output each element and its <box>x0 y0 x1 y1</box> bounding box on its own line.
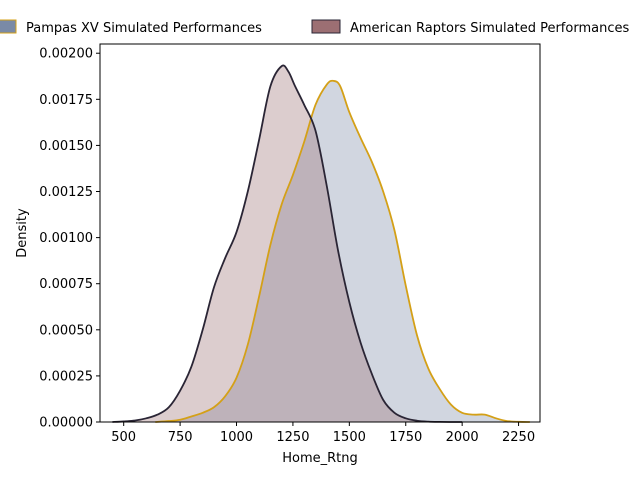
density-areas <box>112 65 530 423</box>
legend-swatch-series-2 <box>311 19 341 34</box>
density-area-series-2 <box>112 65 463 422</box>
x-tick-label: 1250 <box>276 430 309 445</box>
y-tick-label: 0.00200 <box>39 47 93 62</box>
x-tick-label: 750 <box>168 430 193 445</box>
legend-label-series-2: American Raptors Simulated Performances <box>350 21 629 36</box>
density-lines <box>112 64 530 423</box>
y-tick-label: 0.00100 <box>39 231 93 246</box>
y-tick-label: 0.00175 <box>39 93 93 108</box>
y-tick-label: 0.00025 <box>39 369 93 384</box>
legend-swatch-series-1 <box>0 19 17 34</box>
x-tick-label: 500 <box>111 430 136 445</box>
x-tick-label: 1500 <box>333 430 366 445</box>
x-axis-label: Home_Rtng <box>282 451 358 466</box>
legend-label-series-1: Pampas XV Simulated Performances <box>26 21 262 36</box>
y-axis: 0.00000 0.00025 0.00050 0.00075 0.00100 0.001… <box>39 47 100 431</box>
plot-frame <box>99 43 541 423</box>
density-line-series-2 <box>112 64 463 423</box>
y-tick-label: 0.00150 <box>39 139 93 154</box>
y-tick-label: 0.00050 <box>39 323 93 338</box>
x-tick-label: 2000 <box>446 430 479 445</box>
y-tick-label: 0.00000 <box>39 416 93 431</box>
legend: Pampas XV Simulated Performances American… <box>0 19 629 36</box>
density-line-series-1 <box>155 79 530 423</box>
x-tick-label: 2250 <box>502 430 535 445</box>
y-tick-label: 0.00125 <box>39 185 93 200</box>
y-axis-label: Density <box>15 208 30 258</box>
x-tick-label: 1750 <box>389 430 422 445</box>
y-tick-label: 0.00075 <box>39 277 93 292</box>
x-axis: 500 750 1000 1250 1500 1750 2000 2250 <box>111 422 535 445</box>
density-area-series-1 <box>155 80 530 423</box>
x-tick-label: 1000 <box>220 430 253 445</box>
